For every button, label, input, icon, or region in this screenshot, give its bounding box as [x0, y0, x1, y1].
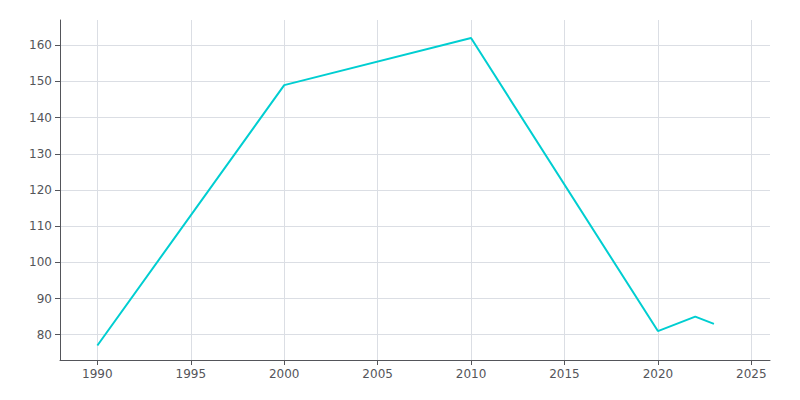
- svg-text:80: 80: [37, 328, 52, 342]
- svg-text:110: 110: [29, 219, 52, 233]
- svg-text:1990: 1990: [82, 367, 113, 381]
- svg-text:2000: 2000: [269, 367, 300, 381]
- svg-text:130: 130: [29, 147, 52, 161]
- svg-text:2020: 2020: [643, 367, 674, 381]
- svg-text:90: 90: [37, 292, 52, 306]
- svg-text:1995: 1995: [176, 367, 207, 381]
- svg-text:2005: 2005: [362, 367, 393, 381]
- svg-text:140: 140: [29, 111, 52, 125]
- svg-text:100: 100: [29, 255, 52, 269]
- svg-text:160: 160: [29, 38, 52, 52]
- svg-text:2010: 2010: [456, 367, 487, 381]
- svg-text:150: 150: [29, 74, 52, 88]
- svg-text:120: 120: [29, 183, 52, 197]
- svg-text:2025: 2025: [736, 367, 767, 381]
- svg-text:2015: 2015: [549, 367, 580, 381]
